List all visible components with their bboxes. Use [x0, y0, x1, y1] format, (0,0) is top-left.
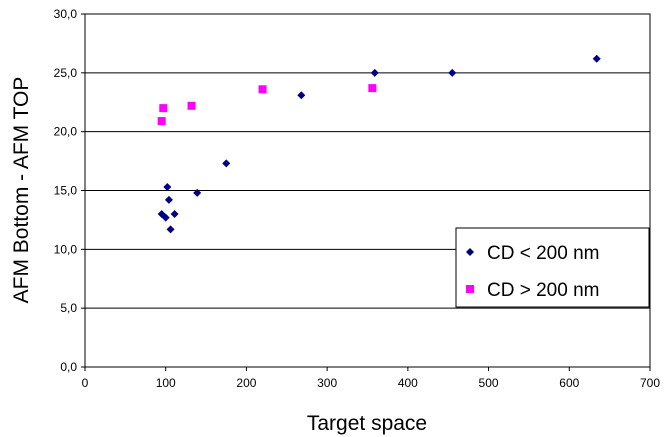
data-point-cd-below-200 [163, 182, 172, 191]
legend-marker-cd-below-200 [466, 248, 474, 256]
y-tick-label: 5,0 [60, 301, 77, 315]
x-tick-label: 600 [559, 376, 579, 390]
x-tick-label: 300 [317, 376, 337, 390]
data-point-cd-below-200 [297, 91, 306, 100]
data-point-cd-above-200 [187, 101, 196, 110]
legend-marker-cd-above-200 [466, 285, 474, 293]
legend: CD < 200 nm CD > 200 nm [455, 227, 650, 308]
data-point-cd-above-200 [159, 104, 168, 113]
data-point-cd-below-200 [448, 68, 457, 77]
y-tick-label: 0,0 [60, 360, 77, 374]
x-tick-label: 0 [82, 376, 89, 390]
data-point-cd-below-200 [164, 195, 173, 204]
legend-label-cd-above-200: CD > 200 nm [487, 280, 599, 301]
x-axis-ticks: 0 100 200 300 400 500 600 700 [82, 367, 660, 390]
x-tick-label: 400 [398, 376, 418, 390]
x-tick-label: 200 [236, 376, 256, 390]
x-tick-label: 700 [640, 376, 660, 390]
data-point-cd-above-200 [258, 85, 267, 94]
y-tick-label: 25,0 [54, 66, 78, 80]
x-axis-title: Target space [307, 412, 427, 435]
y-axis-ticks: 0,0 5,0 10,0 15,0 20,0 25,0 30,0 [54, 7, 85, 374]
x-tick-label: 100 [156, 376, 176, 390]
y-tick-label: 15,0 [54, 184, 78, 198]
data-point-cd-below-200 [166, 225, 175, 234]
data-point-cd-below-200 [161, 213, 170, 222]
y-tick-label: 20,0 [54, 125, 78, 139]
legend-label-cd-below-200: CD < 200 nm [487, 243, 599, 264]
x-tick-label: 500 [479, 376, 499, 390]
y-axis-title: AFM Bottom - AFM TOP [10, 77, 33, 304]
legend-box [455, 227, 650, 308]
y-tick-label: 10,0 [54, 242, 78, 256]
data-point-cd-below-200 [193, 188, 202, 197]
data-point-cd-below-200 [222, 159, 231, 168]
data-point-cd-above-200 [368, 84, 377, 93]
data-point-cd-below-200 [592, 54, 601, 63]
y-tick-label: 30,0 [54, 7, 78, 21]
data-point-cd-above-200 [157, 117, 166, 126]
data-point-cd-below-200 [170, 210, 179, 219]
data-point-cd-below-200 [370, 68, 379, 77]
data-points [157, 54, 601, 234]
